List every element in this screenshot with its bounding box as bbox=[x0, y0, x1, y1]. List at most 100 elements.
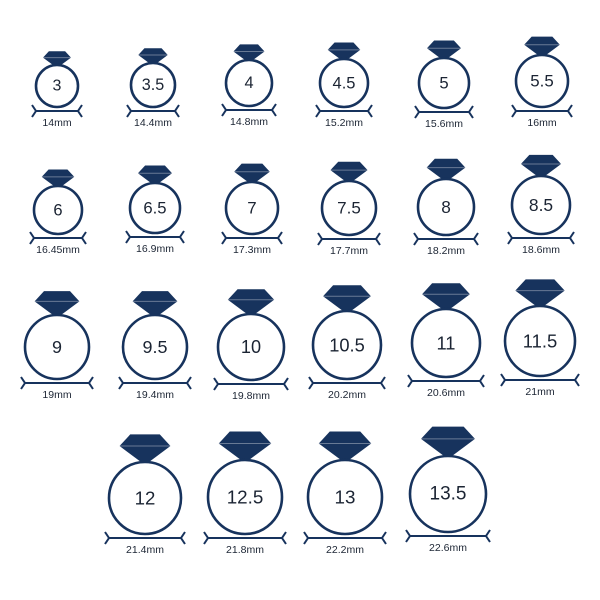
diamond-gem-icon bbox=[421, 426, 475, 459]
ring-circle bbox=[129, 61, 177, 109]
ring-circle bbox=[23, 313, 91, 381]
diamond-gem-icon bbox=[137, 165, 173, 186]
ring-size-label: 4.5 bbox=[333, 74, 356, 93]
measurement-ruler-icon bbox=[20, 376, 94, 390]
diamond-gem-icon bbox=[426, 158, 466, 182]
ring-size-label: 5.5 bbox=[530, 72, 553, 91]
measurement-ruler-icon bbox=[221, 231, 283, 245]
ring-diameter-label: 14mm bbox=[42, 117, 71, 129]
ring-circle bbox=[417, 56, 471, 110]
ring-size-item: 12.5 21.8mm bbox=[203, 431, 287, 556]
ring-size-item: 5.5 16mm bbox=[511, 36, 573, 129]
ring-circle bbox=[416, 177, 476, 237]
ring-size-item: 3.5 14.4mm bbox=[126, 48, 180, 129]
ring-circle bbox=[514, 53, 570, 109]
measurement-ruler-icon bbox=[29, 231, 87, 245]
ring-size-item: 4 14.8mm bbox=[221, 44, 277, 128]
ring-size-item: 9.5 19.4mm bbox=[118, 291, 192, 401]
ring-diameter-label: 17.7mm bbox=[330, 245, 368, 257]
ring-diameter-label: 19.8mm bbox=[232, 390, 270, 402]
diamond-gem-icon bbox=[227, 289, 275, 317]
ring-circle bbox=[410, 307, 482, 379]
ring-size-label: 5 bbox=[439, 74, 448, 93]
ring-size-label: 11 bbox=[437, 333, 456, 354]
diamond-gem-icon bbox=[218, 431, 272, 463]
diamond-gem-icon bbox=[327, 42, 361, 62]
measurement-ruler-icon bbox=[414, 105, 474, 119]
diamond-gem-icon bbox=[234, 163, 270, 185]
measurement-ruler-icon bbox=[221, 103, 277, 117]
ring-size-label: 10 bbox=[241, 337, 261, 357]
measurement-ruler-icon bbox=[405, 529, 491, 543]
ring-size-label: 11.5 bbox=[523, 331, 558, 352]
ring-circle bbox=[503, 304, 577, 378]
diamond-gem-icon bbox=[422, 283, 470, 312]
measurement-ruler-icon bbox=[315, 104, 373, 118]
ring-circle bbox=[510, 174, 572, 236]
measurement-ruler-icon bbox=[511, 104, 573, 118]
ring-circle bbox=[311, 309, 383, 381]
ring-size-label: 8.5 bbox=[529, 195, 553, 215]
ring-size-item: 11 20.6mm bbox=[407, 283, 485, 399]
ring-diameter-label: 21.8mm bbox=[226, 544, 264, 556]
diamond-gem-icon bbox=[119, 434, 171, 465]
ring-diameter-label: 15.2mm bbox=[325, 117, 363, 129]
ring-size-label: 9 bbox=[52, 337, 62, 357]
ring-size-item: 12 21.4mm bbox=[104, 434, 186, 556]
ring-size-label: 9.5 bbox=[143, 337, 168, 357]
measurement-ruler-icon bbox=[413, 232, 479, 246]
ring-diameter-label: 20.2mm bbox=[328, 389, 366, 401]
ring-diameter-label: 14.8mm bbox=[230, 116, 268, 128]
diamond-gem-icon bbox=[43, 51, 71, 68]
ring-size-item: 5 15.6mm bbox=[414, 40, 474, 130]
ring-size-label: 12.5 bbox=[227, 487, 264, 508]
ring-size-item: 11.5 21mm bbox=[500, 279, 580, 398]
ring-circle bbox=[318, 57, 370, 109]
measurement-ruler-icon bbox=[104, 531, 186, 545]
measurement-ruler-icon bbox=[507, 231, 575, 245]
ring-size-item: 6 16.45mm bbox=[29, 169, 87, 256]
diamond-gem-icon bbox=[138, 48, 168, 66]
ring-size-label: 13.5 bbox=[430, 484, 467, 505]
ring-diameter-label: 19mm bbox=[42, 389, 71, 401]
ring-circle bbox=[34, 63, 80, 109]
ring-circle bbox=[32, 184, 84, 236]
ring-circle bbox=[306, 458, 384, 536]
measurement-ruler-icon bbox=[118, 376, 192, 390]
diamond-gem-icon bbox=[318, 431, 372, 463]
diamond-gem-icon bbox=[132, 291, 178, 318]
diamond-gem-icon bbox=[34, 291, 80, 318]
ring-size-item: 7 17.3mm bbox=[221, 163, 283, 256]
ring-size-label: 13 bbox=[335, 487, 356, 508]
ring-size-item: 8.5 18.6mm bbox=[507, 154, 575, 256]
ring-size-label: 6.5 bbox=[143, 199, 166, 218]
ring-diameter-label: 14.4mm bbox=[134, 117, 172, 129]
ring-size-item: 13 22.2mm bbox=[303, 431, 387, 556]
ring-diameter-label: 16.9mm bbox=[136, 243, 174, 255]
ring-circle bbox=[224, 180, 280, 236]
ring-circle bbox=[216, 312, 286, 382]
ring-size-label: 8 bbox=[441, 197, 451, 217]
diamond-gem-icon bbox=[426, 40, 462, 61]
ring-diameter-label: 22.6mm bbox=[429, 542, 467, 554]
ring-diameter-label: 17.3mm bbox=[233, 244, 271, 256]
ring-size-label: 10.5 bbox=[329, 335, 365, 356]
ring-size-item: 6.5 16.9mm bbox=[125, 165, 185, 255]
measurement-ruler-icon bbox=[31, 104, 83, 118]
ring-size-label: 7 bbox=[247, 199, 256, 218]
ring-size-item: 3 14mm bbox=[31, 51, 83, 129]
ring-size-label: 6 bbox=[53, 201, 62, 220]
ring-circle bbox=[121, 313, 189, 381]
diamond-gem-icon bbox=[41, 169, 75, 189]
ring-diameter-label: 22.2mm bbox=[326, 544, 364, 556]
ring-diameter-label: 20.6mm bbox=[427, 387, 465, 399]
ring-diameter-label: 18.2mm bbox=[427, 245, 465, 257]
ring-diameter-label: 18.6mm bbox=[522, 244, 560, 256]
ring-size-label: 7.5 bbox=[337, 199, 361, 218]
ring-size-label: 3.5 bbox=[142, 76, 164, 94]
ring-diameter-label: 16.45mm bbox=[36, 244, 80, 256]
ring-circle bbox=[107, 460, 183, 536]
ring-diameter-label: 19.4mm bbox=[136, 389, 174, 401]
diamond-gem-icon bbox=[524, 36, 560, 58]
